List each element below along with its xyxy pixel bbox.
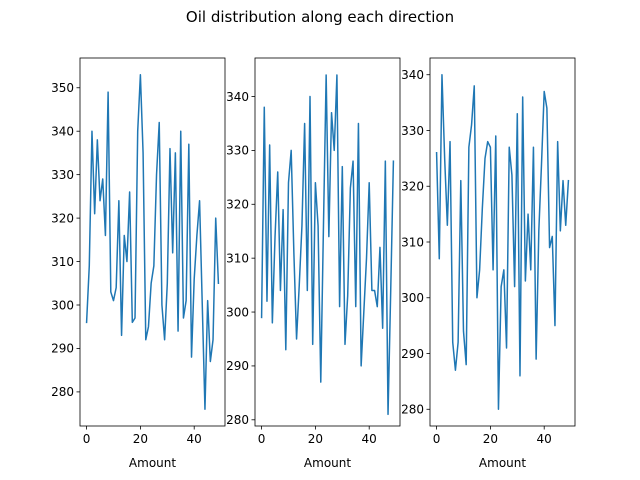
axes-frame bbox=[254, 57, 401, 427]
x-axis-label: Amount bbox=[479, 456, 526, 470]
x-tick-label: 20 bbox=[133, 432, 148, 446]
axes-frame bbox=[79, 57, 226, 427]
y-tick-label: 340 bbox=[51, 125, 74, 139]
x-tick-label: 0 bbox=[433, 432, 441, 446]
x-tick-label: 20 bbox=[483, 432, 498, 446]
y-tick-label: 280 bbox=[226, 413, 249, 427]
x-tick-label: 0 bbox=[83, 432, 91, 446]
y-tick-label: 280 bbox=[51, 385, 74, 399]
series-line-2-1 bbox=[260, 74, 395, 416]
x-tick-label: 20 bbox=[308, 432, 323, 446]
y-tick-label: 340 bbox=[401, 68, 424, 82]
x-tick-label: 40 bbox=[362, 432, 377, 446]
y-tick-label: 290 bbox=[51, 342, 74, 356]
y-tick-label: 280 bbox=[401, 403, 424, 417]
y-tick-label: 350 bbox=[51, 81, 74, 95]
y-tick-label: 290 bbox=[226, 359, 249, 373]
y-tick-label: 310 bbox=[226, 251, 249, 265]
series-line-1-1 bbox=[85, 73, 220, 411]
y-tick-label: 320 bbox=[401, 180, 424, 194]
y-tick-label: 330 bbox=[226, 144, 249, 158]
x-axis-label: Amount bbox=[129, 456, 176, 470]
y-tick-label: 300 bbox=[226, 305, 249, 319]
y-tick-label: 330 bbox=[401, 124, 424, 138]
x-tick-label: 0 bbox=[258, 432, 266, 446]
y-tick-label: 330 bbox=[51, 168, 74, 182]
subplot-1: 0 20 40 280 290 300 310 320 330 340 350 Amount bbox=[51, 57, 226, 470]
x-tick-label: 40 bbox=[187, 432, 202, 446]
series-line-3-1 bbox=[435, 73, 570, 411]
x-axis-label: Amount bbox=[304, 456, 351, 470]
y-tick-label: 320 bbox=[51, 211, 74, 225]
y-tick-label: 340 bbox=[226, 90, 249, 104]
subplot-2: 0 20 40 280 290 300 310 320 330 340 Amount bbox=[226, 57, 401, 470]
y-tick-label: 300 bbox=[51, 298, 74, 312]
y-tick-label: 300 bbox=[401, 291, 424, 305]
subplot-3: 0 20 40 280 290 300 310 320 330 340 Amount bbox=[401, 57, 576, 470]
figure-title: Oil distribution along each direction bbox=[186, 8, 454, 26]
y-tick-label: 320 bbox=[226, 198, 249, 212]
y-tick-label: 310 bbox=[401, 235, 424, 249]
x-tick-label: 40 bbox=[537, 432, 552, 446]
y-tick-label: 290 bbox=[401, 347, 424, 361]
y-tick-label: 310 bbox=[51, 255, 74, 269]
